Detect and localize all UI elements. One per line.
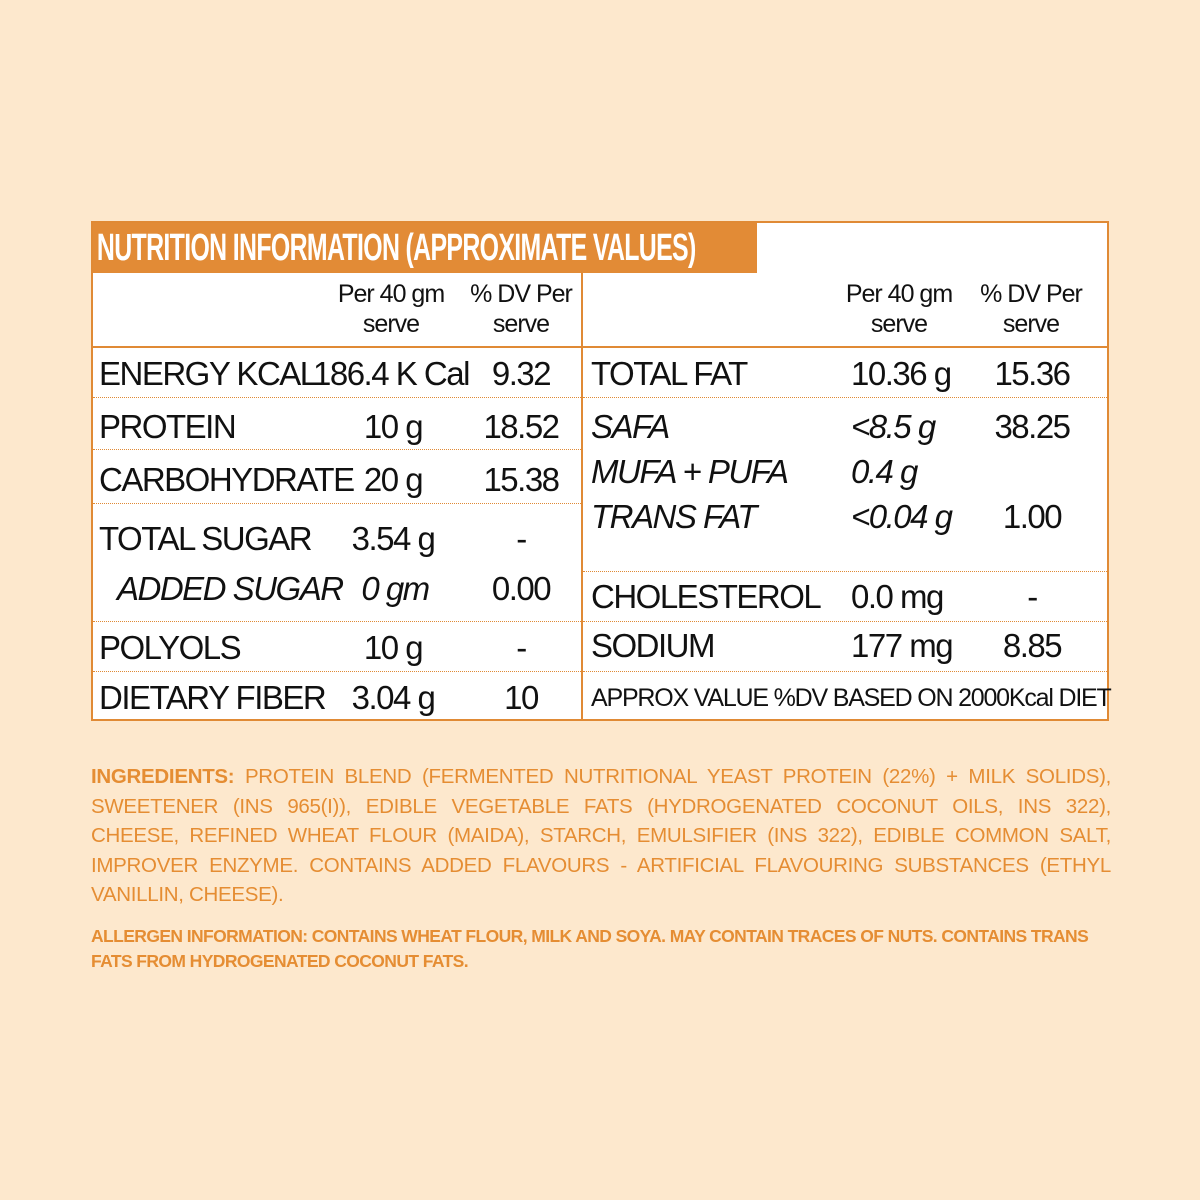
nutrient-name: SODIUM bbox=[591, 627, 716, 664]
nutrient-name: ENERGY KCAL bbox=[99, 355, 318, 392]
nutrient-name: DIETARY FIBER bbox=[99, 679, 327, 716]
row-divider bbox=[93, 449, 581, 450]
nutrient-name: TOTAL FAT bbox=[591, 355, 748, 392]
left-per-serve-header: Per 40 gm serve bbox=[321, 279, 461, 339]
nutrient-dv: 9.32 bbox=[491, 355, 552, 392]
ingredients-label: INGREDIENTS: bbox=[91, 765, 235, 788]
row-divider bbox=[93, 621, 581, 622]
table-title: NUTRITION INFORMATION (APPROXIMATE VALUE… bbox=[93, 223, 757, 273]
nutrient-dv: - bbox=[516, 629, 527, 666]
nutrition-table: NUTRITION INFORMATION (APPROXIMATE VALUE… bbox=[91, 221, 1112, 721]
header-line: serve bbox=[492, 310, 550, 338]
row-divider bbox=[583, 397, 1107, 398]
nutrient-value: 10.36 g bbox=[851, 355, 952, 392]
nutrient-value: 3.54 g bbox=[351, 520, 436, 557]
row-divider bbox=[583, 571, 1107, 572]
row-divider bbox=[93, 503, 581, 504]
dv-footnote: APPROX VALUE %DV BASED ON 2000Kcal DIET bbox=[591, 684, 1112, 712]
nutrient-dv: - bbox=[1027, 578, 1038, 615]
left-dv-header: % DV Per serve bbox=[459, 279, 583, 339]
nutrient-name: TOTAL SUGAR bbox=[99, 520, 313, 557]
nutrient-dv: 8.85 bbox=[1002, 627, 1063, 664]
nutrient-value: 0.0 mg bbox=[851, 578, 944, 615]
nutrient-value: 3.04 g bbox=[351, 679, 436, 716]
nutrient-dv: - bbox=[516, 520, 527, 557]
nutrient-name: PROTEIN bbox=[99, 408, 237, 445]
row-divider bbox=[583, 621, 1107, 622]
nutrient-name: CHOLESTEROL bbox=[591, 578, 822, 615]
nutrient-name: POLYOLS bbox=[99, 629, 242, 666]
nutrient-value: 20 g bbox=[363, 461, 424, 498]
nutrient-value: <8.5 g bbox=[851, 408, 936, 445]
nutrient-name: SAFA bbox=[591, 408, 670, 445]
row-divider bbox=[93, 671, 581, 672]
nutrient-dv: 18.52 bbox=[483, 408, 560, 445]
nutrient-value: 177 mg bbox=[851, 627, 954, 664]
nutrient-dv: 10 bbox=[504, 679, 539, 716]
nutrient-name: CARBOHYDRATE bbox=[99, 461, 355, 498]
header-line: serve bbox=[362, 310, 420, 338]
header-line: Per 40 gm bbox=[337, 280, 445, 308]
header-line: serve bbox=[870, 310, 928, 338]
nutrient-name: ADDED SUGAR bbox=[117, 570, 344, 607]
nutrient-value: 0.4 g bbox=[851, 453, 918, 490]
nutrient-dv: 15.36 bbox=[994, 355, 1071, 392]
nutrient-value: <0.04 g bbox=[851, 498, 953, 535]
column-divider bbox=[581, 271, 583, 721]
nutrient-dv: 1.00 bbox=[1002, 498, 1063, 535]
nutrient-value: 10 g bbox=[363, 408, 424, 445]
right-per-serve-header: Per 40 gm serve bbox=[829, 279, 969, 339]
nutrient-name: TRANS FAT bbox=[591, 498, 757, 535]
nutrient-dv: 0.00 bbox=[491, 570, 552, 607]
header-line: % DV Per bbox=[470, 280, 573, 308]
header-line: Per 40 gm bbox=[845, 280, 953, 308]
row-divider bbox=[583, 671, 1107, 672]
header-line: serve bbox=[1002, 310, 1060, 338]
allergen-info: ALLERGEN INFORMATION: CONTAINS WHEAT FLO… bbox=[91, 926, 1089, 971]
ingredients-text: PROTEIN BLEND (FERMENTED NUTRITIONAL YEA… bbox=[91, 765, 1111, 906]
header-divider bbox=[93, 346, 1107, 348]
nutrient-name: MUFA + PUFA bbox=[591, 453, 789, 490]
nutrient-dv: 38.25 bbox=[994, 408, 1071, 445]
header-line: % DV Per bbox=[980, 280, 1083, 308]
row-divider bbox=[93, 397, 581, 398]
nutrient-value: 10 g bbox=[363, 629, 424, 666]
right-dv-header: % DV Per serve bbox=[969, 279, 1093, 339]
nutrient-value: 0 gm bbox=[361, 570, 430, 607]
ingredients-block: INGREDIENTS: PROTEIN BLEND (FERMENTED NU… bbox=[91, 762, 1111, 910]
nutrient-value: 186.4 K Cal bbox=[313, 355, 470, 392]
nutrient-dv: 15.38 bbox=[483, 461, 560, 498]
